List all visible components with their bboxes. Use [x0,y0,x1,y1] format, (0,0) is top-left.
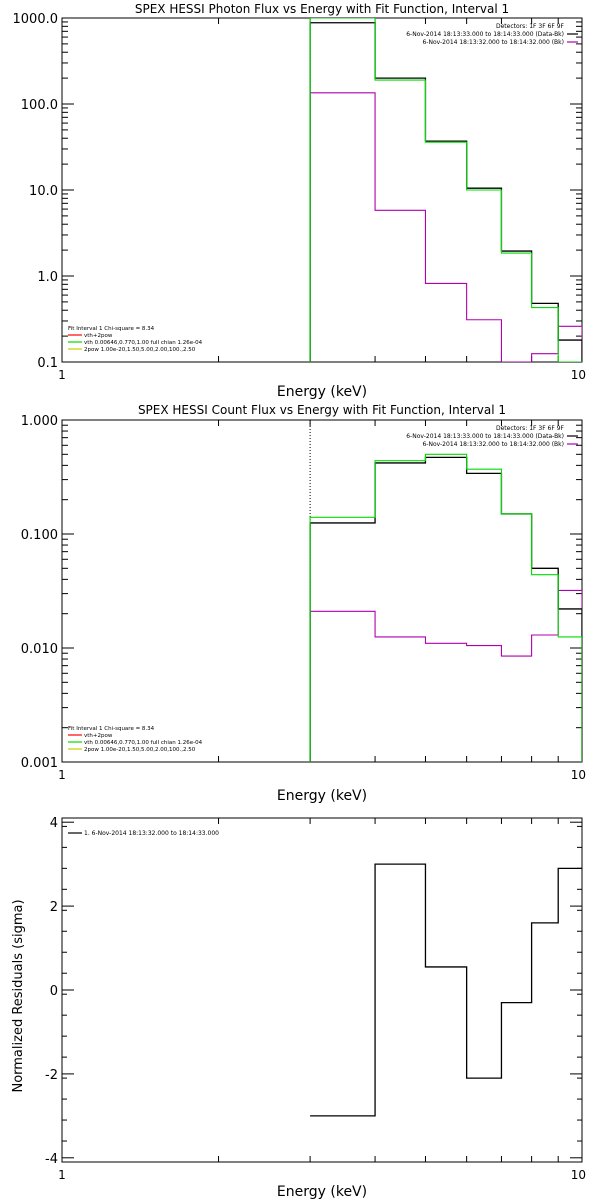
residuals-legend-entry: 1. 6-Nov-2014 18:13:32.000 to 18:14:33.0… [84,830,219,837]
count-x-axis-label: Energy (keV) [277,788,367,804]
photon-header-line: 6-Nov-2014 18:13:32.000 to 18:14:32.000 … [422,39,564,46]
photon-x-tick-label: 1 [58,368,66,382]
photon-legend-entry: vth 0.00646,0.770,1.00 full chian 1.26e-… [84,340,203,346]
count-header-line: Detectors: 1F 3F 6F 9F [496,425,565,432]
residuals-y-tick-label: -4 [45,1152,58,1167]
count-x-tick-label: 10 [571,768,586,782]
photon-series-data [309,22,582,362]
photon-series-background [309,92,582,362]
count-y-tick-label: 1.000 [21,414,58,429]
count-header-line: 6-Nov-2014 18:13:32.000 to 18:14:32.000 … [422,441,564,448]
photon-legend-entry: vth+2pow [84,333,113,339]
residuals-x-tick-label: 10 [571,1168,586,1182]
photon-x-axis-label: Energy (keV) [277,384,367,400]
photon-y-tick-label: 1000.0 [13,12,59,27]
count-x-tick-label: 1 [58,768,66,782]
photon-y-tick-label: 100.0 [21,98,58,113]
count-plot-area [309,420,582,762]
count-y-tick-label: 0.001 [21,756,58,771]
count-header-line: 6-Nov-2014 18:13:33.000 to 18:14:33.000 … [406,433,564,440]
residuals-plot-area [310,863,582,1117]
residuals-y-axis-label: Normalized Residuals (sigma) [11,899,26,1092]
count-legend-entry: Fit Interval 1 Chi-square = 8.34 [68,726,155,732]
count-legend-entry: vth+2pow [84,733,113,739]
residuals-series-data [310,863,582,1117]
residuals-y-tick-label: 0 [50,984,58,999]
residuals-x-tick-label: 1 [58,1168,66,1182]
photon-series-fit [309,18,582,362]
count-series-fit [309,453,582,762]
count-panel: SPEX HESSI Count Flux vs Energy with Fit… [21,403,586,804]
count-y-tick-label: 0.010 [21,642,58,657]
photon-header-line: Detectors: 1F 3F 6F 9F [496,23,565,30]
count-series-background [309,589,582,762]
photon-axes-frame [61,17,583,363]
residuals-y-tick-label: 2 [50,900,58,915]
photon-plot-area [309,18,582,362]
count-y-tick-label: 0.100 [21,528,58,543]
photon-header-line: 6-Nov-2014 18:13:33.000 to 18:14:33.000 … [406,31,564,38]
photon-y-tick-label: 0.1 [37,356,58,371]
count-legend-entry: vth 0.00646,0.770,1.00 full chian 1.26e-… [84,740,203,746]
count-title: SPEX HESSI Count Flux vs Energy with Fit… [138,403,506,417]
count-legend-entry: 2pow 1.00e-20,1.50,5.00,2.00,100.,2.50 [84,747,196,753]
photon-x-tick-label: 10 [571,368,586,382]
photon-y-tick-label: 10.0 [29,184,58,199]
residuals-axes-frame [61,817,583,1163]
count-axes-frame [61,419,583,763]
photon-legend-entry: 2pow 1.00e-20,1.50,5.00,2.00,100.,2.50 [84,347,196,353]
photon-legend-entry: Fit Interval 1 Chi-square = 8.34 [68,326,155,332]
photon-panel: SPEX HESSI Photon Flux vs Energy with Fi… [13,2,587,400]
residuals-panel: 1 10 -4 -2 0 2 4 Energy (keV) Normalized Residua… [11,816,586,1200]
residuals-y-tick-label: -2 [45,1068,58,1083]
residuals-y-tick-label: 4 [50,816,58,831]
count-series-data [309,456,582,762]
photon-title: SPEX HESSI Photon Flux vs Energy with Fi… [135,2,509,16]
residuals-x-axis-label: Energy (keV) [277,1184,367,1200]
photon-y-tick-label: 1.0 [37,270,58,285]
